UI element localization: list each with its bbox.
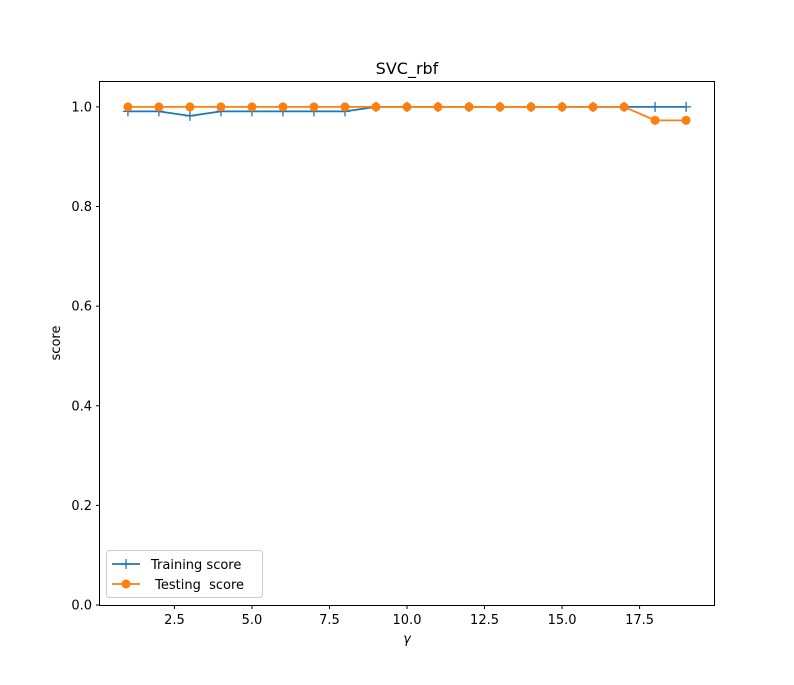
x-tick-label: 12.5: [470, 613, 499, 628]
y-tick-label: 0.2: [71, 499, 92, 514]
y-tick-label: 1.0: [71, 100, 92, 115]
legend-marker-plus: [121, 559, 131, 569]
x-axis-ticks: 2.5 5.0 7.5 10.0 12.5 15.0 17.5: [164, 605, 654, 628]
data-point-training: [184, 110, 195, 121]
legend-label-testing: Testing score: [151, 578, 244, 593]
legend-item-testing: Testing score: [112, 578, 244, 593]
legend: Training score Testing score: [106, 550, 263, 598]
data-point-testing: [495, 102, 505, 112]
data-point-testing: [185, 102, 195, 112]
x-axis-label: γ: [403, 632, 412, 647]
legend-frame: [106, 550, 263, 598]
series-layer: [122, 101, 692, 125]
legend-label-training: Training score: [150, 558, 241, 573]
data-point-testing: [464, 102, 474, 112]
data-point-testing: [278, 102, 288, 112]
x-tick-label: 2.5: [164, 613, 185, 628]
x-tick-label: 7.5: [319, 613, 340, 628]
x-tick-label: 10.0: [393, 613, 422, 628]
y-tick-label: 0.0: [71, 599, 92, 614]
data-point-testing: [650, 115, 660, 125]
legend-marker-circle: [121, 579, 131, 589]
legend-item-training: Training score: [112, 558, 241, 573]
data-point-testing: [247, 102, 257, 112]
data-point-testing: [557, 102, 567, 112]
y-axis-ticks: 0.0 0.2 0.4 0.6 0.8 1.0: [71, 100, 100, 614]
data-point-testing: [371, 102, 381, 112]
x-tick-label: 17.5: [625, 613, 654, 628]
chart-title: SVC_rbf: [376, 59, 439, 79]
data-point-testing: [402, 102, 412, 112]
y-tick-label: 0.4: [71, 399, 92, 414]
data-point-training: [650, 101, 661, 112]
data-point-testing: [216, 102, 226, 112]
data-point-testing: [340, 102, 350, 112]
data-point-testing: [619, 102, 629, 112]
y-axis-label: score: [49, 326, 64, 361]
data-point-testing: [433, 102, 443, 112]
x-tick-label: 15.0: [548, 613, 577, 628]
data-point-testing: [681, 115, 691, 125]
data-point-testing: [309, 102, 319, 112]
data-point-testing: [123, 102, 133, 112]
data-point-testing: [588, 102, 598, 112]
x-tick-label: 5.0: [242, 613, 263, 628]
data-point-testing: [154, 102, 164, 112]
data-point-testing: [526, 102, 536, 112]
y-tick-label: 0.8: [71, 200, 92, 215]
data-point-training: [681, 101, 692, 112]
y-tick-label: 0.6: [71, 300, 92, 315]
